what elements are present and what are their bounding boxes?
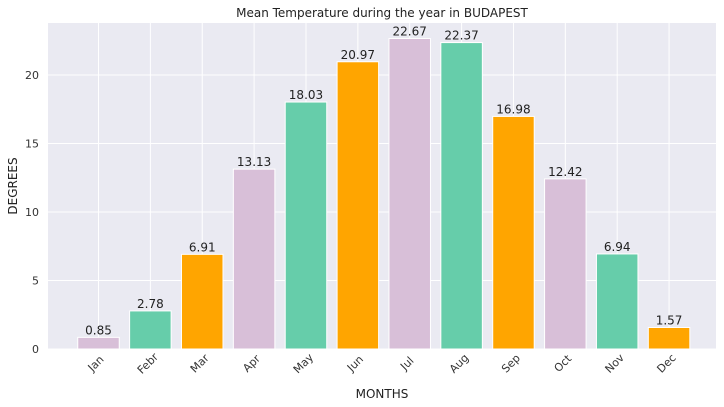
bar-value-labels: 0.85 2.78 6.91 13.13 18.03 20.97 22.67 22.37 16.…	[85, 24, 682, 337]
bar-value-label: 12.42	[548, 165, 582, 179]
bar-value-label: 22.67	[393, 24, 427, 38]
x-tick-label: Dec	[654, 351, 678, 375]
x-tick-label: Jul	[397, 354, 416, 373]
x-tick-labels: Jan Febr Mar Apr May Jun Jul Aug Sep Oct Nov Dec	[85, 350, 679, 376]
chart-title: Mean Temperature during the year in BUDA…	[236, 6, 528, 20]
bar-value-label: 6.94	[604, 240, 631, 254]
bar-jun	[336, 61, 380, 350]
x-tick-label: Mar	[188, 351, 212, 375]
x-tick-label: Febr	[135, 350, 161, 376]
bar-value-label: 6.91	[189, 240, 216, 254]
bar-value-label: 22.37	[444, 29, 478, 43]
y-tick-labels: 0 5 10 15 20	[25, 69, 39, 356]
bar-dec	[647, 326, 691, 350]
x-tick-label: Oct	[552, 352, 575, 375]
x-tick-label: Apr	[240, 352, 263, 375]
x-tick-label: Nov	[603, 351, 628, 376]
y-tick-label: 0	[32, 343, 39, 356]
x-tick-label: Sep	[499, 352, 523, 376]
bar-sep	[492, 115, 535, 350]
y-tick-label: 15	[25, 138, 39, 151]
x-axis-label: MONTHS	[356, 387, 409, 401]
bar-value-label: 16.98	[496, 102, 530, 116]
bar-mar	[180, 253, 224, 350]
bar-febr	[129, 310, 172, 350]
bar-value-label: 0.85	[85, 323, 112, 337]
x-tick-label: Aug	[447, 351, 471, 375]
bar-oct	[544, 178, 587, 350]
x-tick-label: Jun	[344, 353, 366, 375]
y-tick-label: 5	[32, 275, 39, 288]
bar-may	[284, 101, 328, 350]
x-tick-label: May	[291, 351, 317, 377]
bar-value-label: 1.57	[656, 313, 683, 327]
bar-aug	[440, 42, 483, 350]
bar-jul	[388, 37, 431, 350]
y-tick-label: 20	[25, 69, 39, 82]
y-axis-label: DEGREES	[6, 157, 20, 214]
bar-value-label: 2.78	[137, 297, 164, 311]
bar-value-label: 13.13	[237, 155, 271, 169]
y-tick-label: 10	[25, 206, 39, 219]
bar-apr	[232, 168, 276, 350]
bar-value-label: 20.97	[341, 48, 375, 62]
bar-jan	[77, 336, 120, 350]
bars	[77, 37, 691, 350]
x-tick-label: Jan	[85, 353, 107, 375]
bar-value-label: 18.03	[289, 88, 323, 102]
bar-nov	[595, 253, 639, 350]
